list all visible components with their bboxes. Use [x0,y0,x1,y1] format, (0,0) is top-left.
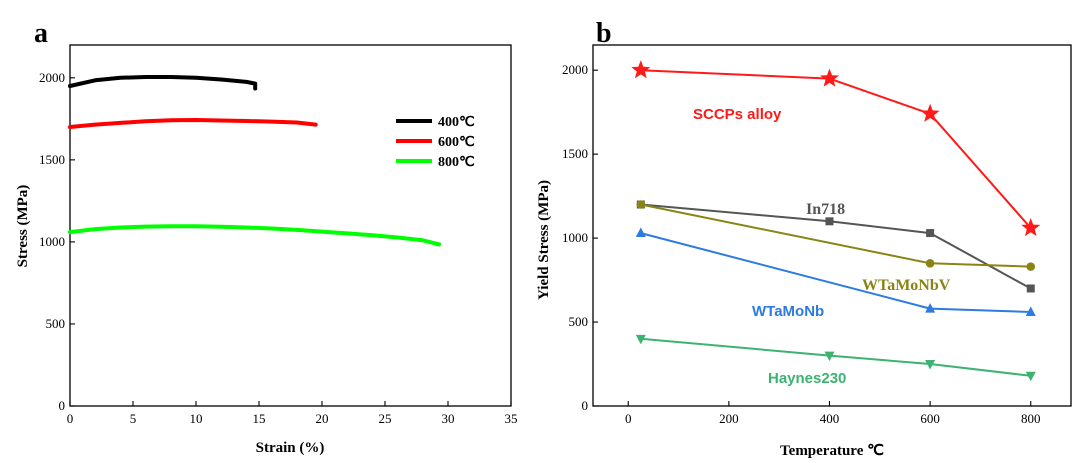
data-point-wtamonbv [636,200,646,209]
data-point-sccps-alloy [1021,218,1041,237]
legend-label-600c: 600℃ [438,135,475,150]
panel-b-yield-stress: b 0 200 400 600 800 0 500 1000 1500 2000 Temperat… [536,18,1072,459]
series-label-in718: In718 [806,201,845,218]
legend-label-800c: 800℃ [438,155,475,170]
data-point-wtamonb [1025,306,1036,316]
legend-label-400c: 400℃ [438,115,475,130]
x-tick-label: 15 [253,411,266,426]
panel-a-legend: 400℃ 600℃ 800℃ [396,115,475,170]
x-tick-label: 20 [316,411,329,426]
panel-a-y-axis-label: Stress (MPa) [15,185,31,268]
data-point-sccps-alloy [820,68,839,87]
data-point-wtamonbv [1026,262,1036,271]
x-tick-label: 600 [920,411,940,426]
y-tick-label: 500 [46,316,66,331]
series-line-400 [68,75,258,91]
data-point-haynes230 [635,334,646,345]
y-tick-label: 1500 [562,146,588,161]
panel-b-label: b [596,18,612,49]
data-point-sccps-alloy [920,103,940,122]
panel-a-ticks: 0 5 10 15 20 25 30 35 0 500 1000 1500 2000 [39,70,518,426]
panel-b-x-axis-label: Temperature ℃ [780,443,884,459]
x-tick-label: 0 [625,411,632,426]
data-point-haynes230 [824,351,835,362]
y-tick-label: 2000 [39,70,65,85]
y-tick-label: 1000 [562,230,588,245]
y-tick-label: 2000 [562,62,588,77]
x-tick-label: 400 [820,411,840,426]
data-point-wtamonbv [925,258,935,268]
series-label-haynes230: Haynes230 [768,370,846,387]
x-tick-label: 10 [190,411,203,426]
panel-b-series [631,60,1041,382]
y-tick-label: 500 [569,314,589,329]
panel-a-plot-frame [69,44,512,407]
x-tick-label: 30 [442,411,455,426]
data-point-wtamonb [635,227,646,238]
data-point-sccps-alloy [631,60,651,79]
x-tick-label: 25 [379,411,392,426]
x-tick-label: 0 [67,411,74,426]
panel-a-label: a [34,18,48,49]
series-label-wtamonb: WTaMoNb [752,303,824,320]
x-tick-label: 200 [719,411,739,426]
x-tick-label: 800 [1021,411,1041,426]
series-line-in718 [639,203,1032,290]
panel-b-plot-frame [592,44,1072,407]
series-label-sccps-alloy: SCCPs alloy [693,106,782,123]
y-tick-label: 0 [59,398,66,413]
data-point-in718 [825,217,834,226]
panel-a-series [68,75,442,247]
series-line-haynes230 [639,337,1032,377]
series-line-800 [68,224,442,247]
series-line-600 [68,118,318,129]
x-tick-label: 35 [505,411,518,426]
panel-a-stress-strain: a 0 5 10 15 20 25 30 35 0 500 1000 1500 2000 Strain … [15,18,518,456]
data-point-in718 [1026,284,1035,293]
data-point-wtamonb [925,303,936,313]
panel-b-ticks: 0 200 400 600 800 0 500 1000 1500 2000 [562,62,1040,426]
panel-a-x-axis-label: Strain (%) [256,440,325,456]
series-line-sccps-alloy [639,69,1032,229]
panel-b-y-axis-label: Yield Stress (MPa) [536,180,552,300]
y-tick-label: 1500 [39,152,65,167]
data-point-haynes230 [925,360,936,370]
series-label-wtamonbv: WTaMoNbV [862,277,951,294]
x-tick-label: 5 [130,411,137,426]
y-tick-label: 1000 [39,234,65,249]
y-tick-label: 0 [582,398,589,413]
data-point-haynes230 [1025,371,1036,382]
data-point-in718 [926,229,935,238]
